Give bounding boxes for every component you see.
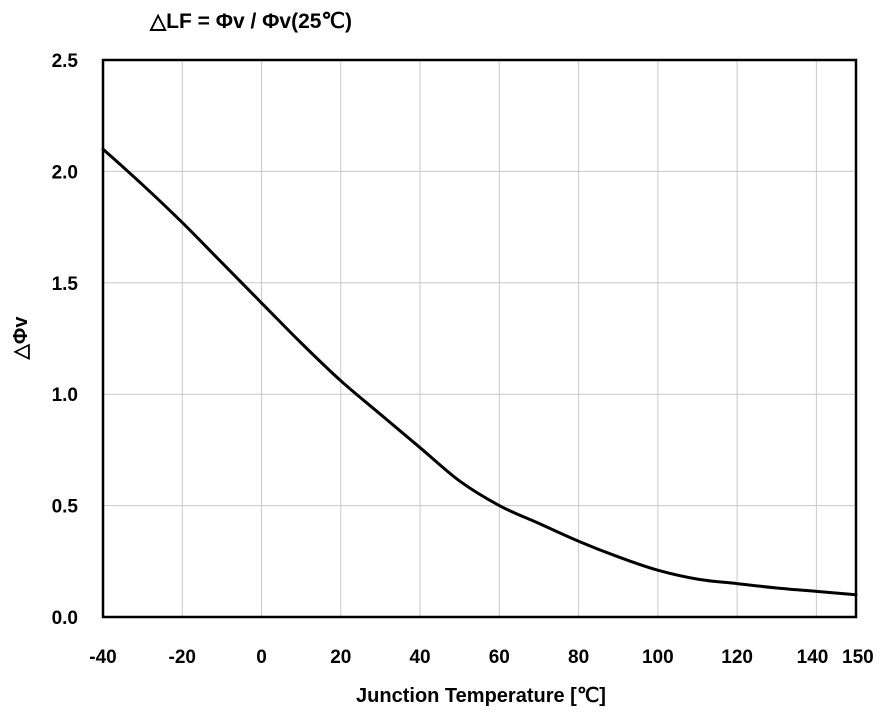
x-tick-label-9: 140 bbox=[797, 647, 829, 668]
y-tick-labels: 0.0 0.5 1.0 1.5 2.0 2.5 bbox=[52, 51, 79, 629]
x-tick-label-0: -40 bbox=[89, 647, 116, 668]
y-tick-label-1: 0.5 bbox=[52, 497, 79, 518]
y-tick-label-2: 1.0 bbox=[52, 385, 78, 406]
x-tick-label-1: -20 bbox=[169, 647, 196, 668]
y-tick-label-5: 2.5 bbox=[52, 51, 79, 72]
horizontal-gridlines bbox=[103, 170, 856, 507]
plot-area-border bbox=[101, 58, 858, 619]
y-tick-label-0: 0.0 bbox=[52, 608, 78, 629]
series-line bbox=[101, 147, 858, 597]
x-tick-label-10: 150 bbox=[842, 647, 874, 668]
x-tick-label-4: 40 bbox=[409, 647, 430, 668]
y-axis-label: △Φv bbox=[10, 316, 32, 361]
x-tick-label-2: 0 bbox=[256, 647, 267, 668]
x-tick-label-7: 100 bbox=[642, 647, 674, 668]
y-tick-label-4: 2.0 bbox=[52, 162, 78, 183]
x-tick-label-3: 20 bbox=[330, 647, 351, 668]
x-tick-label-5: 60 bbox=[489, 647, 510, 668]
vertical-gridlines bbox=[181, 60, 817, 617]
y-tick-label-3: 1.5 bbox=[52, 274, 79, 295]
x-axis-label: Junction Temperature [℃] bbox=[356, 685, 606, 707]
x-tick-label-6: 80 bbox=[568, 647, 589, 668]
chart-title: △LF = Φv / Φv(25℃) bbox=[149, 10, 352, 33]
x-tick-labels: -40 -20 0 20 40 60 80 100 120 140 150 bbox=[89, 647, 873, 668]
x-tick-label-8: 120 bbox=[721, 647, 753, 668]
